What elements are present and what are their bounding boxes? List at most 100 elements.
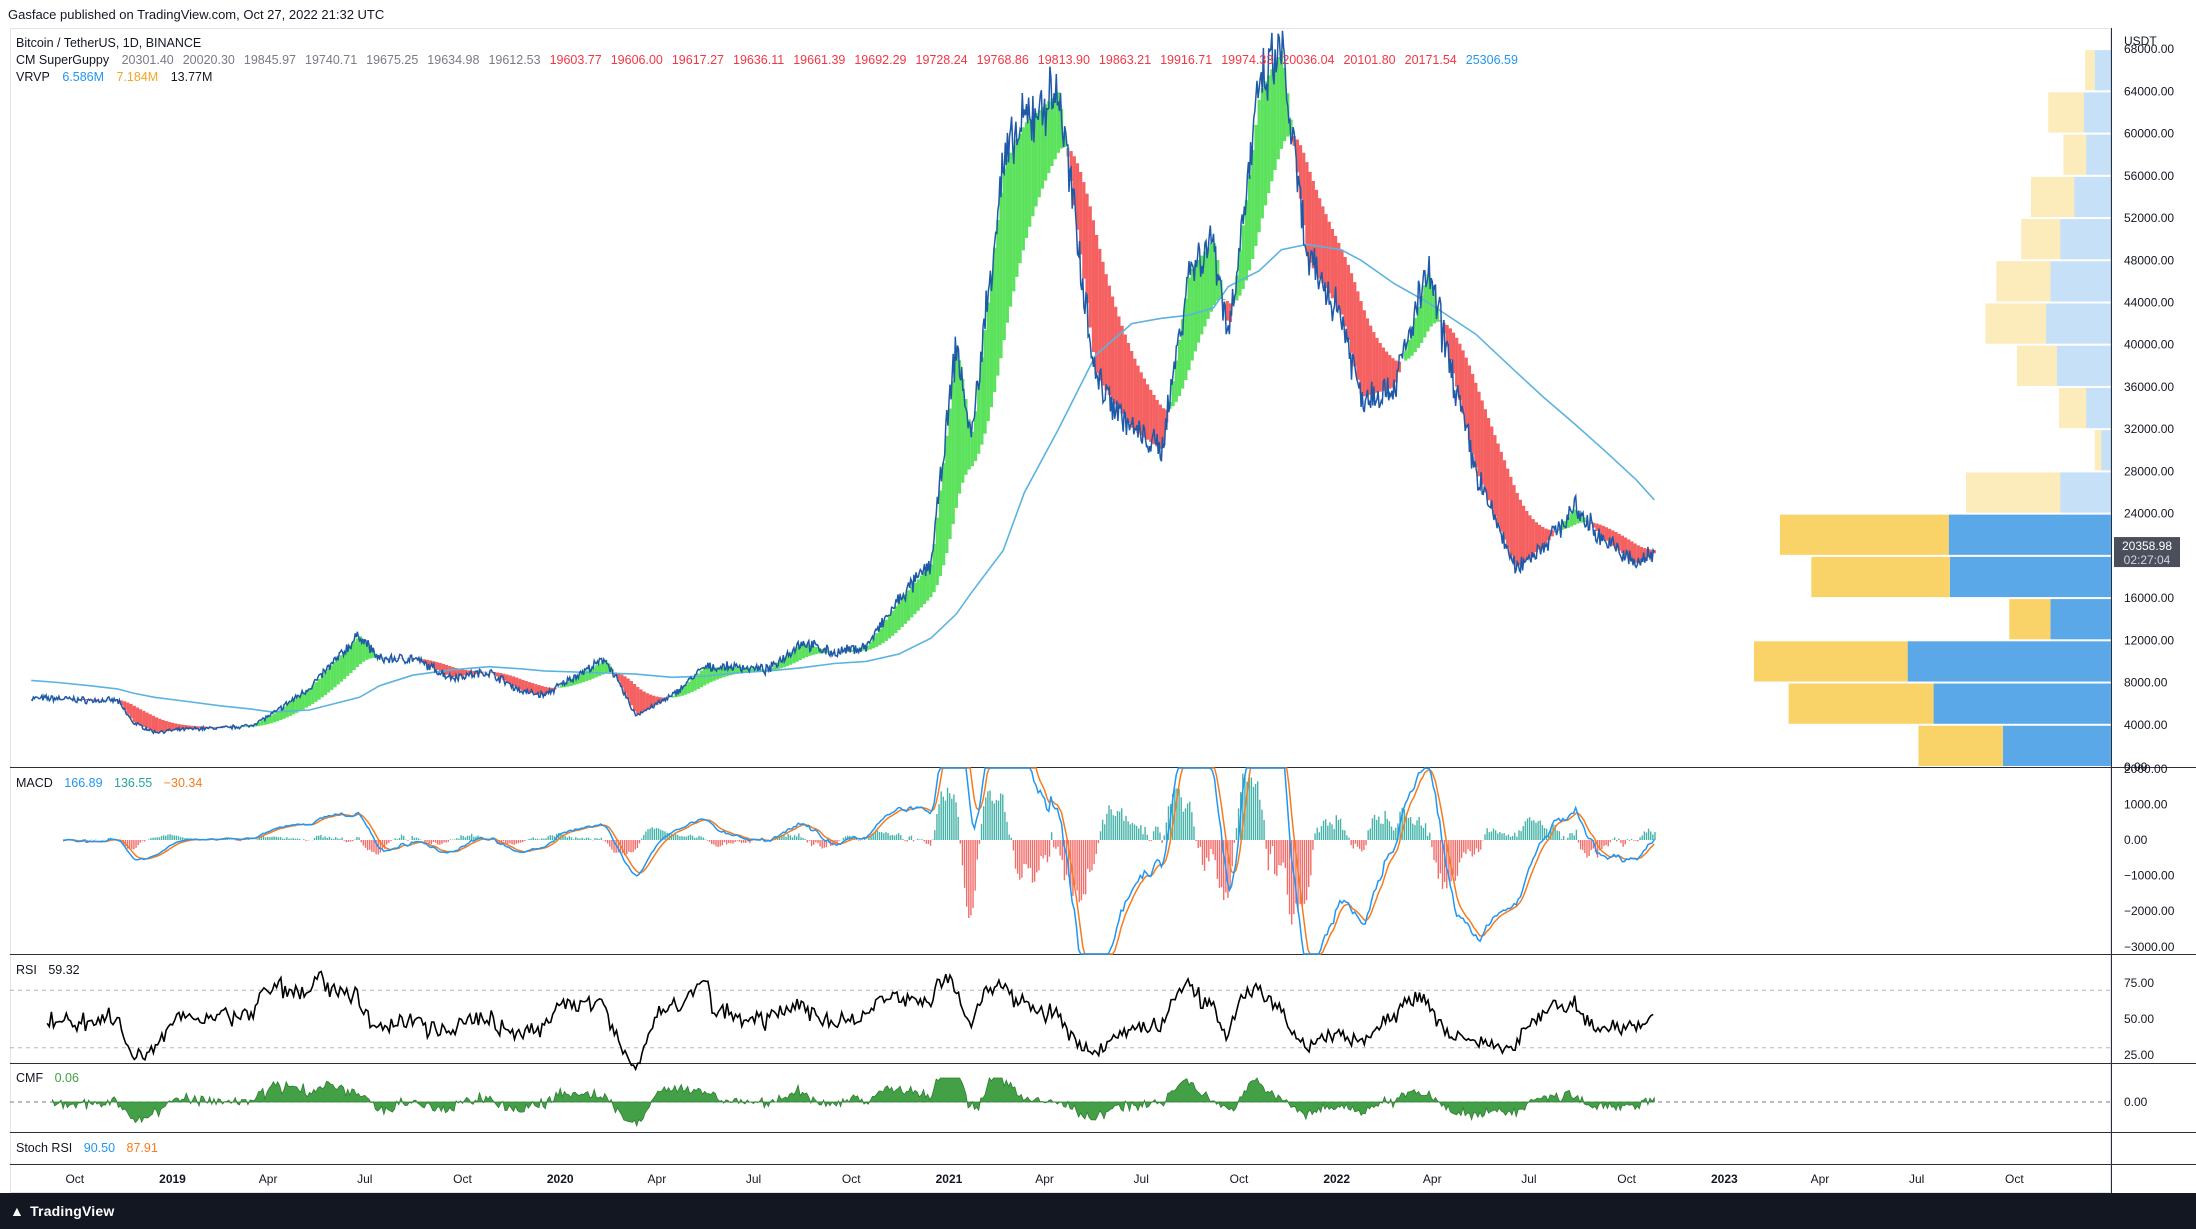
macd-signal-value: −30.34 <box>163 776 203 790</box>
cmf-value: 0.06 <box>54 1071 79 1085</box>
guppy-slow-value-12: 20036.04 <box>1282 53 1335 67</box>
time-label: Apr <box>259 1172 278 1186</box>
guppy-fast-value-3: 19740.71 <box>305 53 358 67</box>
price-tick: 44000.00 <box>2124 295 2174 309</box>
vp-buy-bar <box>2060 219 2111 260</box>
time-axis[interactable]: Oct 2019 Apr Jul Oct 2020 Apr Jul Oct 2021 Apr Jul O… <box>65 1172 2024 1186</box>
guppy-slow-value-8: 19813.90 <box>1037 53 1090 67</box>
price-tick: 24000.00 <box>2124 507 2174 521</box>
guppy-fast-value-1: 20020.30 <box>182 53 235 67</box>
guppy-slow-value-2: 19617.27 <box>671 53 724 67</box>
stoch-rsi-name: Stoch RSI <box>16 1141 73 1155</box>
time-label: Jul <box>1909 1172 1924 1186</box>
time-label: Oct <box>1230 1172 1249 1186</box>
rsi-line <box>46 970 1654 1072</box>
vp-sell-bar <box>1788 683 1934 724</box>
price-line <box>30 30 1655 735</box>
vp-buy-bar <box>2056 345 2111 386</box>
guppy-slow-value-10: 19916.71 <box>1160 53 1213 67</box>
rsi-tick: 75.00 <box>2124 976 2154 990</box>
vp-buy-bar <box>2086 387 2111 429</box>
guppy-slow-value-11: 19974.33 <box>1221 53 1274 67</box>
macd-tick: −1000.00 <box>2124 869 2175 883</box>
vp-buy-bar <box>2002 725 2111 766</box>
vp-sell-bar <box>1754 641 1908 682</box>
vrvp-total-volume: 13.77M <box>170 70 213 84</box>
guppy-slow-value-13: 20101.80 <box>1343 53 1396 67</box>
rsi-tick: 25.00 <box>2124 1048 2154 1062</box>
macd-line <box>62 767 1655 955</box>
time-label: 2021 <box>936 1172 963 1186</box>
time-label: Oct <box>842 1172 861 1186</box>
time-label: Oct <box>65 1172 84 1186</box>
time-label: 2023 <box>1711 1172 1738 1186</box>
guppy-indicator-name: CM SuperGuppy <box>16 53 110 67</box>
guppy-fast-value-2: 19845.97 <box>243 53 297 67</box>
guppy-trend-value: 25306.59 <box>1465 53 1518 67</box>
guppy-slow-value-3: 19636.11 <box>733 53 785 67</box>
macd-tick: −3000.00 <box>2124 940 2175 954</box>
chart-canvas[interactable]: 68000.00 64000.00 60000.00 56000.00 52000.00… <box>0 0 2196 1193</box>
guppy-ribbon <box>59 51 1656 732</box>
tradingview-logo[interactable]: ▲ TradingView <box>10 1203 114 1219</box>
time-label: Jul <box>746 1172 761 1186</box>
guppy-slow-value-9: 19863.21 <box>1098 53 1152 67</box>
time-label: Apr <box>648 1172 667 1186</box>
pane-borders <box>10 28 2196 1193</box>
time-label: 2019 <box>159 1172 186 1186</box>
time-label: 2020 <box>547 1172 574 1186</box>
guppy-legend[interactable]: CM SuperGuppy 20301.40 20020.30 19845.97 19… <box>16 53 1527 67</box>
vp-sell-bar <box>2059 387 2087 429</box>
vp-buy-bar <box>2086 134 2111 175</box>
price-axis[interactable]: 68000.00 64000.00 60000.00 56000.00 52000.00… <box>2124 42 2174 774</box>
vp-sell-bar <box>2063 134 2087 175</box>
ma-line <box>31 243 1655 713</box>
price-tick: 64000.00 <box>2124 84 2174 98</box>
macd-name: MACD <box>16 776 53 790</box>
price-tick: 40000.00 <box>2124 338 2174 352</box>
vp-sell-bar <box>2016 345 2057 386</box>
price-tick: 0.00 <box>2124 760 2148 774</box>
guppy-fast-value-0: 20301.40 <box>121 53 174 67</box>
current-price: 20358.98 <box>2122 539 2172 553</box>
guppy-fast-value-5: 19634.98 <box>427 53 480 67</box>
rsi-tick: 50.00 <box>2124 1012 2154 1026</box>
rsi-axis: 75.00 50.00 25.00 <box>2124 976 2154 1062</box>
stoch-rsi-legend[interactable]: Stoch RSI 90.50 87.91 <box>16 1141 166 1155</box>
macd-tick: −2000.00 <box>2124 904 2175 918</box>
price-tick: 68000.00 <box>2124 42 2174 56</box>
price-tick: 16000.00 <box>2124 591 2174 605</box>
symbol-legend[interactable]: Bitcoin / TetherUS, 1D, BINANCE <box>16 36 210 50</box>
vp-sell-bar <box>1985 303 2047 344</box>
current-price-marker: 20358.98 02:27:04 <box>2114 537 2180 568</box>
vp-buy-bar <box>1948 514 2111 555</box>
vp-sell-bar <box>2021 219 2061 260</box>
vp-sell-bar <box>1966 472 2061 513</box>
guppy-fast-value-4: 19675.25 <box>366 53 419 67</box>
time-label: Oct <box>453 1172 472 1186</box>
vrvp-legend[interactable]: VRVP 6.586M 7.184M 13.77M <box>16 70 221 84</box>
guppy-slow-value-5: 19692.29 <box>854 53 907 67</box>
rsi-value: 59.32 <box>48 963 80 977</box>
macd-axis: 2000.00 1000.00 0.00 −1000.00 −2000.00 −3000.… <box>2124 762 2175 954</box>
time-label: Oct <box>2005 1172 2024 1186</box>
rsi-name: RSI <box>16 963 37 977</box>
guppy-slow-value-1: 19606.00 <box>610 53 663 67</box>
time-label: Jul <box>357 1172 372 1186</box>
time-label: Apr <box>1811 1172 1830 1186</box>
stoch-rsi-d: 87.91 <box>126 1141 158 1155</box>
macd-legend[interactable]: MACD 166.89 136.55 −30.34 <box>16 776 210 790</box>
vp-sell-bar <box>2085 50 2095 91</box>
vp-sell-bar <box>2030 176 2075 218</box>
rsi-legend[interactable]: RSI 59.32 <box>16 963 88 977</box>
symbol-title: Bitcoin / TetherUS, 1D, BINANCE <box>16 36 202 50</box>
time-label: Jul <box>1521 1172 1536 1186</box>
bar-countdown: 02:27:04 <box>2124 553 2171 567</box>
vp-buy-bar <box>2060 472 2111 513</box>
cmf-legend[interactable]: CMF 0.06 <box>16 1071 87 1085</box>
currency-label: USDT <box>2124 34 2157 48</box>
macd-tick: 0.00 <box>2124 833 2148 847</box>
macd-tick: 2000.00 <box>2124 762 2168 776</box>
price-tick: 36000.00 <box>2124 380 2174 394</box>
